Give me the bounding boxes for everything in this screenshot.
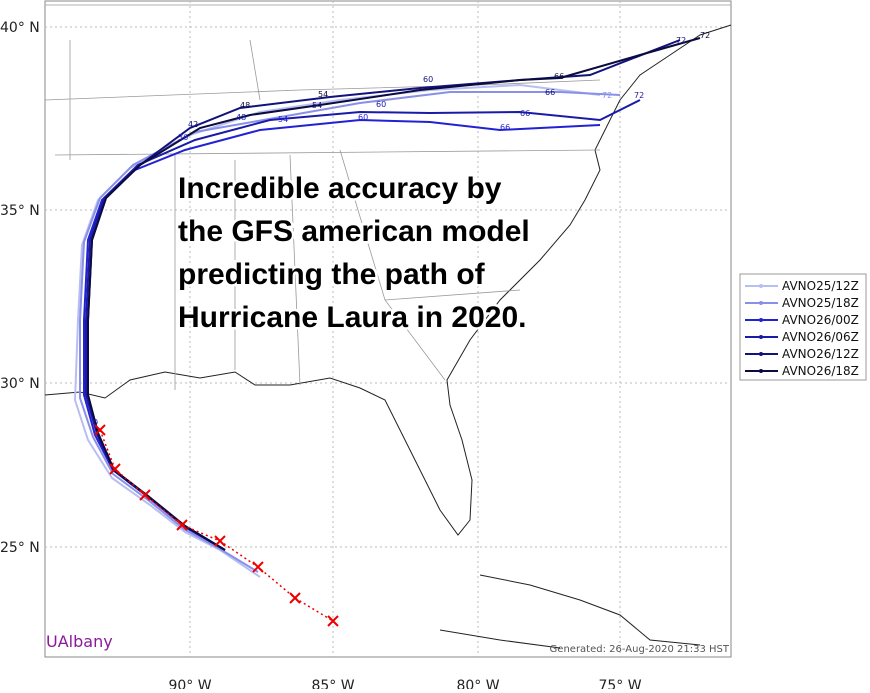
legend-marker [759, 335, 763, 339]
lon-label: 80° W [456, 678, 499, 689]
lat-label: 25° N [0, 540, 40, 556]
hour-label: 54 [318, 90, 328, 99]
lat-label: 35° N [0, 203, 40, 219]
branding: UAlbany [46, 632, 113, 651]
legend-label: AVNO25/12Z [782, 279, 859, 293]
state-borders [44, 4, 731, 390]
lat-label: 40° N [0, 20, 40, 36]
legend-label: AVNO26/18Z [782, 364, 859, 378]
hour-label: 54 [278, 115, 288, 124]
hour-label: 72 [676, 36, 686, 45]
observed-positions [94, 424, 339, 627]
hour-label: 66 [520, 109, 530, 118]
hour-label: 48 [240, 101, 250, 110]
legend-marker [759, 301, 763, 305]
annotation-line: the GFS american model [178, 215, 530, 248]
legend-marker [759, 318, 763, 322]
legend: AVNO25/12Z AVNO25/18Z AVNO26/00Z AVNO26/06Z… [739, 273, 867, 381]
hour-label: 42 [188, 120, 198, 129]
hour-label: 60 [423, 75, 433, 84]
hour-label: 66 [500, 123, 510, 132]
lon-label: 90° W [168, 678, 211, 689]
legend-marker [759, 352, 763, 356]
legend-marker [759, 369, 763, 373]
hour-label: 54 [312, 101, 322, 110]
annotation-line: Incredible accuracy by [178, 172, 502, 205]
generated-stamp: Generated: 26-Aug-2020 21:33 HST [550, 644, 730, 655]
hour-label: 48 [236, 113, 246, 122]
legend-label: AVNO26/12Z [782, 347, 859, 361]
hour-label: 66 [554, 72, 564, 81]
coastline [44, 24, 732, 649]
forecast-hour-labels: 72 72 72 72 66 66 66 66 60 60 60 54 54 5… [93, 31, 710, 427]
annotation-line: Hurricane Laura in 2020. [178, 301, 527, 334]
hour-label: 72 [700, 31, 710, 40]
hour-label: 72 [602, 91, 612, 100]
map-frame [44, 0, 732, 658]
lon-label: 85° W [311, 678, 354, 689]
graticule [45, 1, 731, 657]
hour-label: 0 [93, 418, 98, 427]
hour-label: 72 [634, 91, 644, 100]
hour-label: 36 [178, 133, 188, 142]
observed-track [99, 429, 334, 622]
lat-label: 30° N [0, 376, 40, 392]
legend-label: AVNO26/00Z [782, 313, 859, 327]
hour-label: 60 [358, 113, 368, 122]
legend-label: AVNO25/18Z [782, 296, 859, 310]
lon-label: 75° W [598, 678, 641, 689]
annotation-line: predicting the path of [178, 258, 486, 291]
legend-label: AVNO26/06Z [782, 330, 859, 344]
legend-marker [759, 284, 763, 288]
hour-label: 60 [376, 100, 386, 109]
hour-label: 66 [545, 88, 555, 97]
